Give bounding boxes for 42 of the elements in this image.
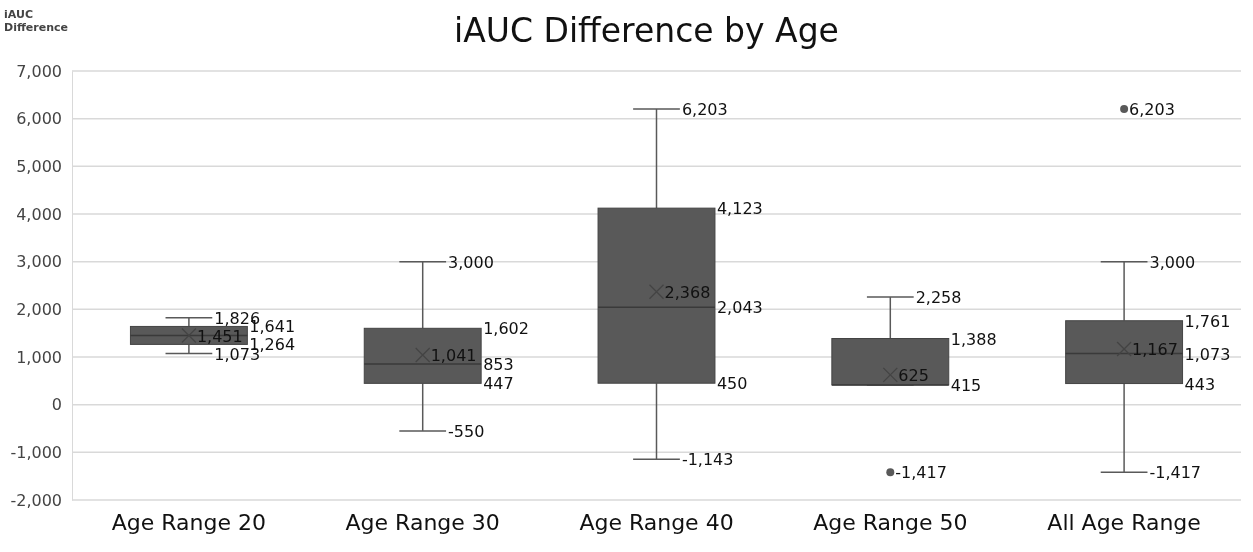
annotation: 1,451 bbox=[196, 326, 243, 346]
annotation: 447 bbox=[483, 374, 514, 394]
annotation: 6,203 bbox=[1129, 99, 1175, 119]
annotation: 2,043 bbox=[716, 298, 763, 318]
y-tick-label: 7,000 bbox=[16, 61, 62, 81]
annotation: 1,761 bbox=[1184, 311, 1231, 331]
y-tick-label: 0 bbox=[51, 395, 62, 415]
annotation: 1,041 bbox=[430, 346, 477, 366]
y-tick-label: -1,000 bbox=[10, 442, 62, 462]
annotation: 1,167 bbox=[1132, 340, 1178, 360]
annotation: 1,602 bbox=[483, 319, 529, 339]
annotation: 625 bbox=[898, 365, 929, 385]
annotation: 1,388 bbox=[950, 329, 997, 349]
annotation: 415 bbox=[950, 375, 982, 395]
annotation: 443 bbox=[1184, 374, 1216, 394]
annotation: -550 bbox=[448, 421, 485, 441]
y-tick-label: 6,000 bbox=[16, 109, 62, 129]
y-axis-title: iAUC Difference bbox=[4, 8, 68, 34]
annotation: 450 bbox=[716, 374, 748, 394]
x-tick-label: Age Range 30 bbox=[345, 509, 500, 535]
y-tick-label: -2,000 bbox=[10, 490, 62, 510]
annotation: 2,258 bbox=[915, 288, 962, 308]
y-tick-label: 3,000 bbox=[16, 252, 62, 272]
annotation: -1,143 bbox=[681, 450, 734, 470]
y-tick-label: 4,000 bbox=[16, 204, 62, 224]
annotation: 2,368 bbox=[664, 282, 711, 302]
x-tick-label: Age Range 40 bbox=[579, 509, 734, 535]
annotation: 4,123 bbox=[716, 199, 763, 219]
x-tick-label: All Age Range bbox=[1047, 509, 1201, 535]
annotation: 6,203 bbox=[681, 99, 728, 119]
y-tick-label: 5,000 bbox=[16, 156, 62, 176]
annotation: 3,000 bbox=[448, 252, 494, 272]
annotation: 853 bbox=[483, 355, 514, 375]
annotation: -1,417 bbox=[895, 463, 947, 483]
y-tick-label: 1,000 bbox=[16, 347, 62, 367]
y-tick-label: 2,000 bbox=[16, 299, 62, 319]
chart-title: iAUC Difference by Age bbox=[454, 11, 839, 50]
annotation: -1,417 bbox=[1149, 463, 1202, 483]
x-tick-label: Age Range 50 bbox=[813, 509, 968, 535]
annotation: 3,000 bbox=[1149, 252, 1196, 272]
x-tick-label: Age Range 20 bbox=[111, 509, 267, 535]
annotation: 1,073 bbox=[1184, 344, 1231, 364]
